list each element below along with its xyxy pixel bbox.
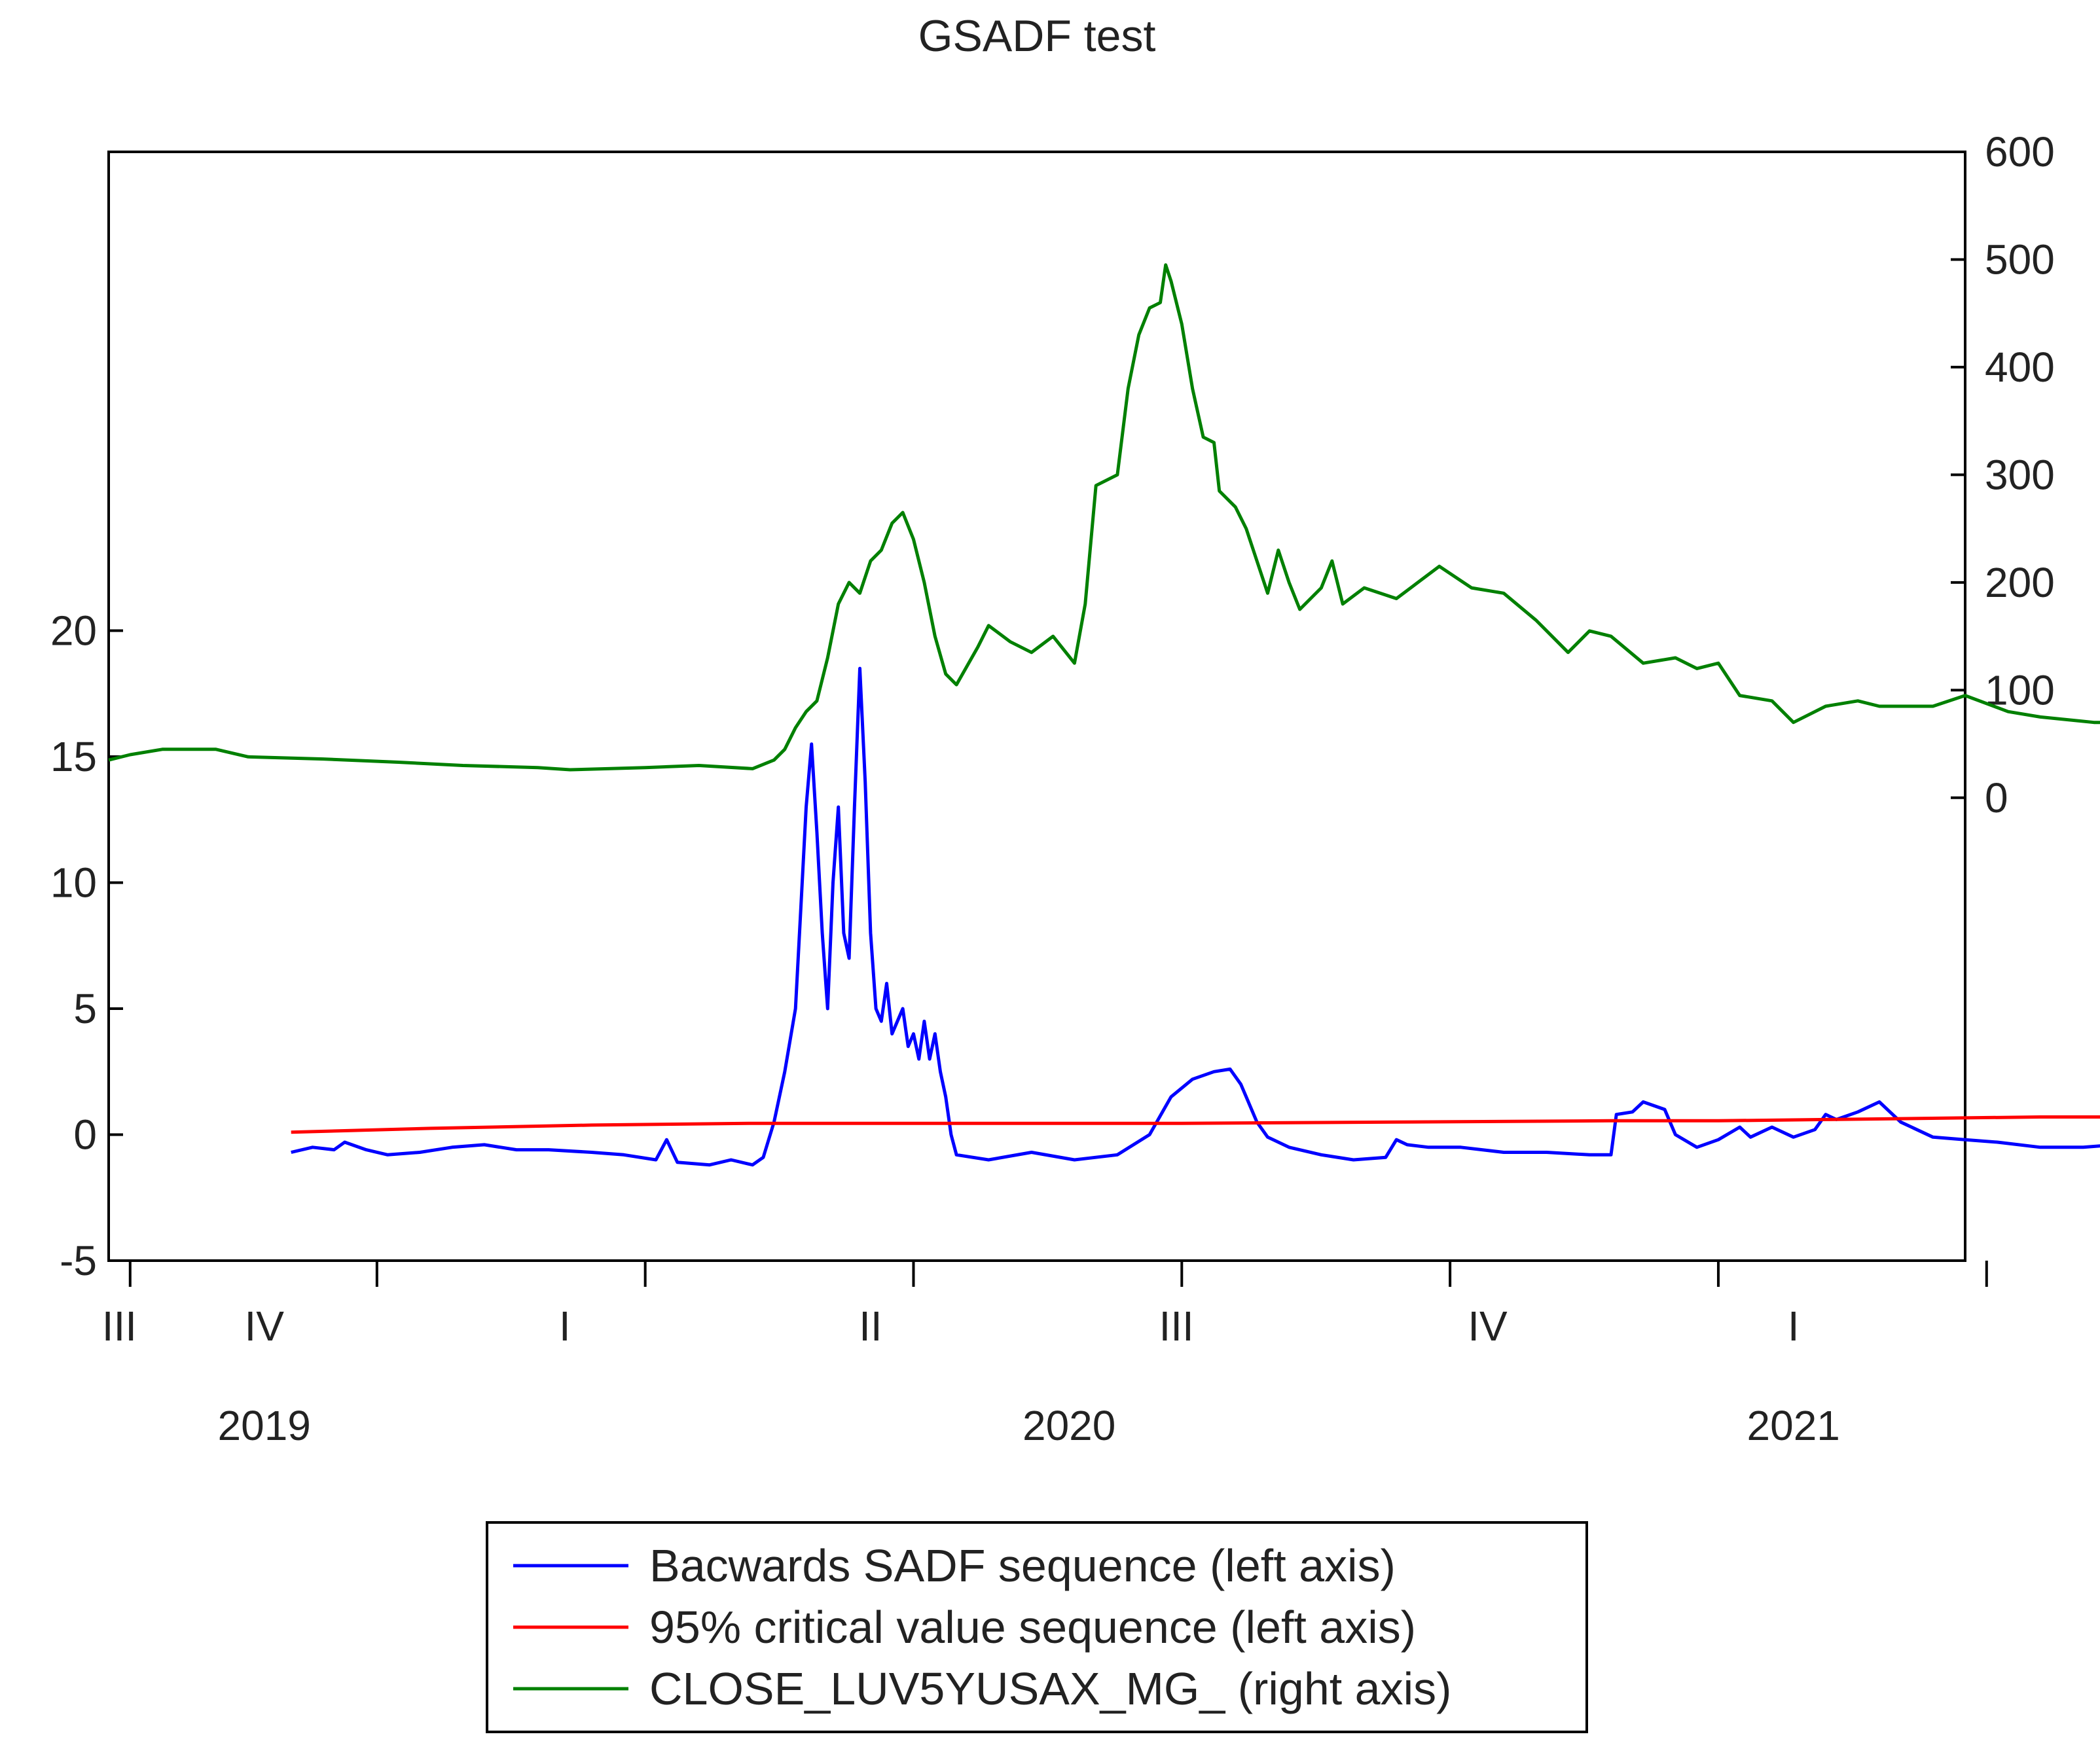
- x-quarter-label: I: [559, 1303, 571, 1350]
- left-tick-label: 10: [50, 859, 97, 907]
- right-tick-label: 200: [1985, 559, 2055, 606]
- legend-label-1: 95% critical value sequence (left axis): [649, 1602, 1416, 1653]
- series-layer: [108, 263, 2100, 1167]
- legend-label-2: CLOSE_LUV5YUSAX_MG_ (right axis): [649, 1663, 1451, 1714]
- plot-area: [107, 151, 1966, 1262]
- right-tick-label: 0: [1985, 774, 2008, 821]
- chart-title: GSADF test: [918, 11, 1156, 61]
- x-quarter-label: IV: [244, 1303, 284, 1350]
- x-quarter-label: II: [859, 1303, 882, 1350]
- x-quarter-label: III: [102, 1303, 137, 1350]
- left-tick-label: 20: [50, 607, 97, 655]
- x-quarter-label: I: [1788, 1303, 1800, 1350]
- x-year-label: 2020: [1023, 1402, 1115, 1449]
- series-line-1: [291, 1115, 2100, 1134]
- right-tick-label: 300: [1985, 451, 2055, 498]
- series-line-2: [108, 263, 2100, 772]
- x-quarter-label: IV: [1468, 1303, 1508, 1350]
- x-year-label: 2021: [1747, 1402, 1840, 1449]
- right-tick-label: 500: [1985, 236, 2055, 283]
- right-tick-label: 600: [1985, 128, 2055, 175]
- x-year-label: 2019: [218, 1402, 311, 1449]
- x-quarter-label: III: [1159, 1303, 1193, 1350]
- left-tick-label: 5: [73, 985, 97, 1032]
- left-tick-label: -5: [60, 1237, 97, 1284]
- series-line-0: [291, 666, 2100, 1167]
- legend: Bacwards SADF sequence (left axis) 95% cr…: [486, 1521, 1588, 1733]
- legend-label-0: Bacwards SADF sequence (left axis): [649, 1540, 1396, 1591]
- left-axis: -5 0 5 10 15 20: [50, 607, 123, 1284]
- left-tick-label: 0: [73, 1111, 97, 1159]
- left-tick-label: 15: [50, 733, 97, 780]
- legend-box: [486, 1521, 1588, 1733]
- right-tick-label: 400: [1985, 344, 2055, 391]
